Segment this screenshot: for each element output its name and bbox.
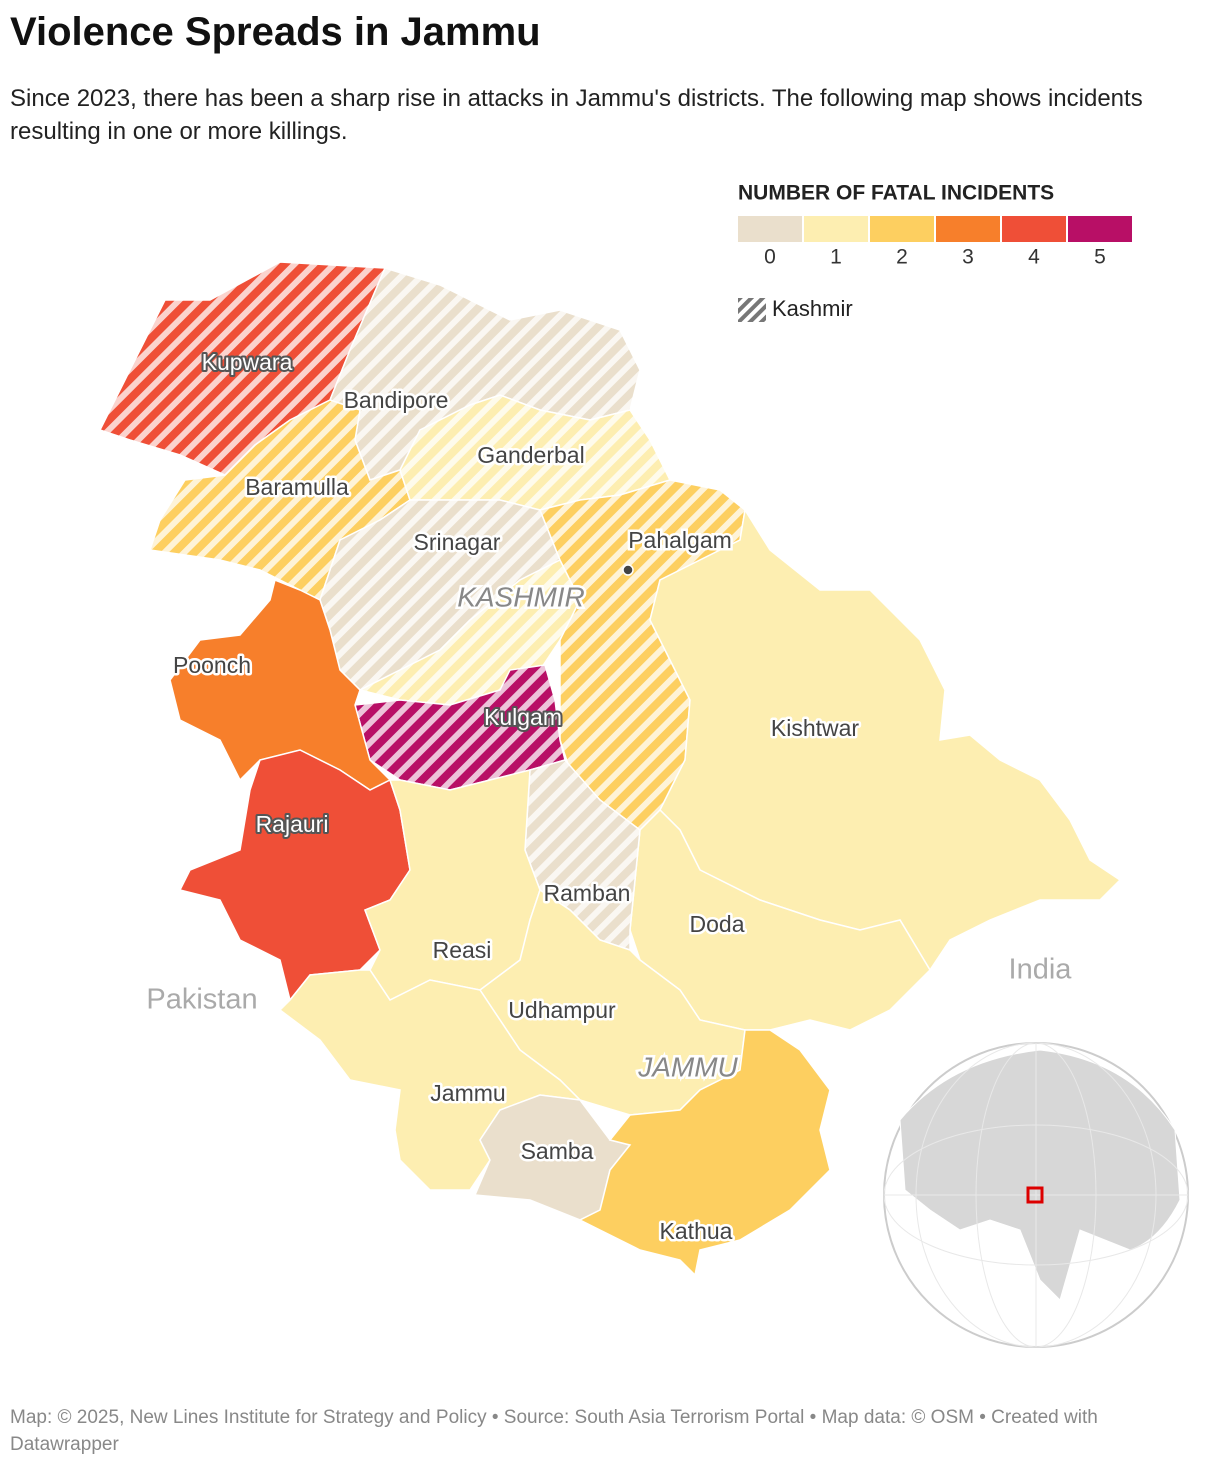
district-label: Rajauri xyxy=(256,811,329,837)
legend-hatch-swatch xyxy=(738,298,766,322)
region-label: JAMMU xyxy=(637,1051,738,1082)
district-label: Jammu xyxy=(430,1080,505,1106)
globe-inset xyxy=(883,1042,1189,1348)
district-label: Udhampur xyxy=(508,997,616,1023)
country-label: India xyxy=(1009,954,1073,986)
district-label: Ramban xyxy=(544,880,631,906)
legend-swatch xyxy=(804,216,868,242)
region-label: KASHMIR xyxy=(457,581,585,612)
labels: Kupwara Bandipore Baramulla Ganderbal Srinag… xyxy=(146,347,1073,1247)
footer: Map: © 2025, New Lines Institute for Str… xyxy=(10,1407,1098,1455)
legend-swatch xyxy=(870,216,934,242)
district-label: Kupwara xyxy=(202,349,293,375)
place-marker xyxy=(622,564,634,576)
legend-title: NUMBER OF FATAL INCIDENTS xyxy=(738,182,1054,205)
district xyxy=(169,578,392,791)
legend-swatch xyxy=(738,216,802,242)
districts xyxy=(98,261,1122,1277)
legend-swatch xyxy=(936,216,1000,242)
legend-label: 3 xyxy=(962,246,974,269)
district-label: Bandipore xyxy=(344,387,449,413)
legend-label: 0 xyxy=(764,246,776,269)
subtitle: Since 2023, there has been a sharp rise … xyxy=(10,85,1143,145)
legend-swatch xyxy=(1068,216,1132,242)
district-label: Ganderbal xyxy=(477,442,584,468)
title: Violence Spreads in Jammu xyxy=(10,10,541,54)
district xyxy=(578,1029,831,1277)
map: Kupwara Bandipore Baramulla Ganderbal Srinag… xyxy=(98,182,1189,1348)
legend-label: 1 xyxy=(830,246,842,269)
graticule xyxy=(883,1042,1189,1348)
district-label: Samba xyxy=(521,1138,594,1164)
district-label: Kathua xyxy=(660,1218,733,1244)
district-label: Baramulla xyxy=(245,474,349,500)
place-label: Pahalgam xyxy=(628,527,732,553)
legend-swatch xyxy=(1002,216,1066,242)
legend-label: 2 xyxy=(896,246,908,269)
district-label: Doda xyxy=(690,911,745,937)
district-label: Poonch xyxy=(173,652,251,678)
legend: NUMBER OF FATAL INCIDENTS 0 1 2 3 4 5 Kashmir xyxy=(738,182,1132,322)
locator xyxy=(1026,1186,1044,1204)
legend-label: 5 xyxy=(1094,246,1106,269)
district-label: Kishtwar xyxy=(771,715,860,741)
district-label: Reasi xyxy=(433,937,492,963)
legend-label: 4 xyxy=(1028,246,1040,269)
district-label: Kulgam xyxy=(484,704,562,730)
legend-hatch-label: Kashmir xyxy=(772,296,853,321)
district-label: Srinagar xyxy=(414,529,501,555)
country-label: Pakistan xyxy=(146,984,257,1016)
